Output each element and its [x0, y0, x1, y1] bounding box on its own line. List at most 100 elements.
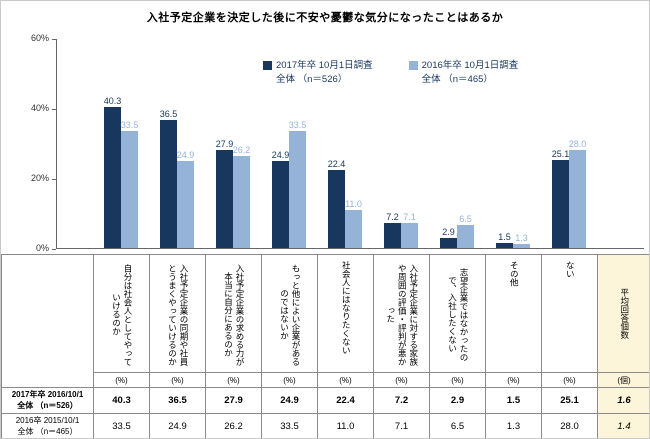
row-header-line2: 全体 （n＝526） [17, 400, 78, 410]
value-cell: 24.9 [149, 413, 206, 438]
table-data-row-2: 2016卒 2015/10/1 全体 （n＝465） 33.5 24.9 26.2 33.… [1, 413, 649, 438]
unit-cell-percent: (%) [541, 372, 598, 388]
avg-value-cell: 1.4 [597, 413, 649, 438]
bar-stack-s1: 24.9 [272, 150, 289, 248]
bar-s1-c2 [160, 120, 177, 248]
category-label: 社会人にはなりたくない [341, 260, 352, 355]
category-header-cell: 社会人にはなりたくない [317, 254, 374, 373]
category-label-wrap: 入社予定企業に対する家族や周囲の評価・評判が悪かった [374, 258, 429, 370]
category-label: 志望企業ではなかったので、入社したくない [447, 267, 469, 362]
bar-group-4: 24.9 33.5 [261, 39, 317, 248]
bar-stack-s1: 7.2 [384, 212, 401, 248]
legend-entry-line: 2016年卒 10月1日調査 [408, 59, 518, 72]
legend-sample-size: 全体 （n＝465） [421, 74, 493, 86]
legend-sample-size: 全体 （n＝526） [276, 74, 348, 86]
category-label: 自分は社会人としてやっていけるのか [111, 263, 133, 366]
unit-cell-percent: (%) [205, 372, 262, 388]
value-cell: 24.9 [261, 387, 318, 414]
value-cell: 33.5 [261, 413, 318, 438]
value-cell: 1.5 [485, 387, 542, 414]
y-axis-line [56, 39, 57, 249]
value-cell: 25.1 [541, 387, 598, 414]
bar-value-label: 24.9 [271, 149, 290, 160]
bar-s2-c6 [401, 223, 418, 248]
unit-cell-percent: (%) [149, 372, 206, 388]
plot-area: 40.3 33.5 36.5 24.9 27.9 26.2 24.9 33.5 22.4 11.0… [56, 39, 644, 249]
bar-stack-s2: 1.3 [513, 232, 530, 248]
bar-group-6: 7.2 7.1 [373, 39, 429, 248]
category-label: その他 [509, 260, 520, 287]
value-cell: 28.0 [541, 413, 598, 438]
y-tick-mark [52, 249, 56, 250]
category-header-cell: 自分は社会人としてやっていけるのか [93, 254, 150, 373]
y-tick-mark [52, 109, 56, 110]
bar-value-label: 11.0 [345, 198, 362, 209]
bar-s1-c8 [496, 242, 513, 248]
bar-stack-s2: 33.5 [121, 120, 138, 248]
y-tick-mark [52, 179, 56, 180]
value-cell: 1.3 [485, 413, 542, 438]
value-cell: 33.5 [93, 413, 150, 438]
bar-stack-s1: 1.5 [496, 232, 513, 248]
bar-s1-c3 [216, 150, 233, 248]
y-tick-mark [52, 39, 56, 40]
category-header-cell: 入社予定企業の求める力が本当に自分にあるのか [205, 254, 262, 373]
avg-count-label: 平均回答個数 [619, 288, 630, 339]
bar-s2-c7 [457, 225, 474, 248]
y-tick-label: 40% [30, 103, 49, 113]
legend-entry-line: 2017年卒 10月1日調査 [263, 59, 373, 72]
results-table: 自分は社会人としてやっていけるのか 入社予定企業の同期や社員とうまくやっていけるの… [1, 254, 649, 438]
avg-label-wrap: 平均回答個数 [598, 256, 649, 371]
bar-stack-s1: 40.3 [104, 96, 121, 248]
legend-entry-1: 2017年卒 10月1日調査全体 （n＝526） [263, 59, 373, 87]
category-label-wrap: 社会人にはなりたくない [318, 258, 373, 370]
bar-group-3: 27.9 26.2 [205, 39, 261, 248]
category-label-wrap: 入社予定企業の同期や社員とうまくやっていけるのか [150, 258, 205, 370]
value-cell: 11.0 [317, 413, 374, 438]
bar-stack-s2: 11.0 [345, 198, 362, 248]
unit-cell-percent: (%) [93, 372, 150, 388]
y-tick-label: 60% [30, 33, 49, 43]
chart-legend: 2017年卒 10月1日調査全体 （n＝526） 2016年卒 10月1日調査全体… [263, 59, 518, 87]
bar-value-label: 40.3 [103, 96, 122, 106]
table-corner-cell [1, 254, 94, 388]
unit-cell-percent: (%) [485, 372, 542, 388]
row-header: 2017年卒 2016/10/1 全体 （n＝526） [1, 387, 94, 414]
category-label: もっと他によい企業があるのではないか [279, 263, 301, 366]
row-header-line1: 2017年卒 2016/10/1 [11, 390, 84, 400]
row-header-line1: 2016卒 2015/10/1 [15, 416, 80, 426]
bar-value-label: 26.2 [232, 145, 251, 156]
bar-value-label: 33.5 [120, 119, 139, 130]
value-cell: 7.1 [373, 413, 430, 438]
bar-s2-c8 [513, 243, 530, 248]
row-header: 2016卒 2015/10/1 全体 （n＝465） [1, 413, 94, 438]
bar-value-label: 33.5 [288, 119, 307, 130]
y-tick-label: 20% [30, 173, 49, 183]
bar-s1-c5 [328, 169, 345, 248]
category-header-cell: 志望企業ではなかったので、入社したくない [429, 254, 486, 373]
bar-stack-s2: 28.0 [569, 139, 586, 248]
category-label-wrap: 自分は社会人としてやっていけるのか [94, 258, 149, 370]
bar-value-label: 1.3 [515, 232, 528, 243]
category-label: 入社予定企業の同期や社員とうまくやっていけるのか [167, 263, 189, 366]
bar-stack-s1: 2.9 [440, 227, 457, 248]
bar-value-label: 27.9 [215, 139, 234, 150]
bar-s1-c9 [552, 160, 569, 248]
bar-s1-c4 [272, 160, 289, 248]
unit-cell-percent: (%) [317, 372, 374, 388]
bar-stack-s2: 26.2 [233, 145, 250, 248]
bar-s2-c3 [233, 156, 250, 248]
bar-s1-c7 [440, 237, 457, 248]
legend-entry-2: 2016年卒 10月1日調査全体 （n＝465） [408, 59, 518, 87]
bar-s1-c6 [384, 222, 401, 248]
bar-value-label: 28.0 [568, 139, 587, 149]
bar-s2-c4 [289, 130, 306, 248]
value-cell: 2.9 [429, 387, 486, 414]
avg-count-header-cell: 平均回答個数 [597, 254, 649, 373]
bar-stack-s1: 36.5 [160, 109, 177, 248]
category-label: 入社予定企業の求める力が本当に自分にあるのか [223, 263, 245, 366]
category-header-cell: ない [541, 254, 598, 373]
value-cell: 22.4 [317, 387, 374, 414]
avg-unit-cell: (個) [597, 372, 649, 388]
